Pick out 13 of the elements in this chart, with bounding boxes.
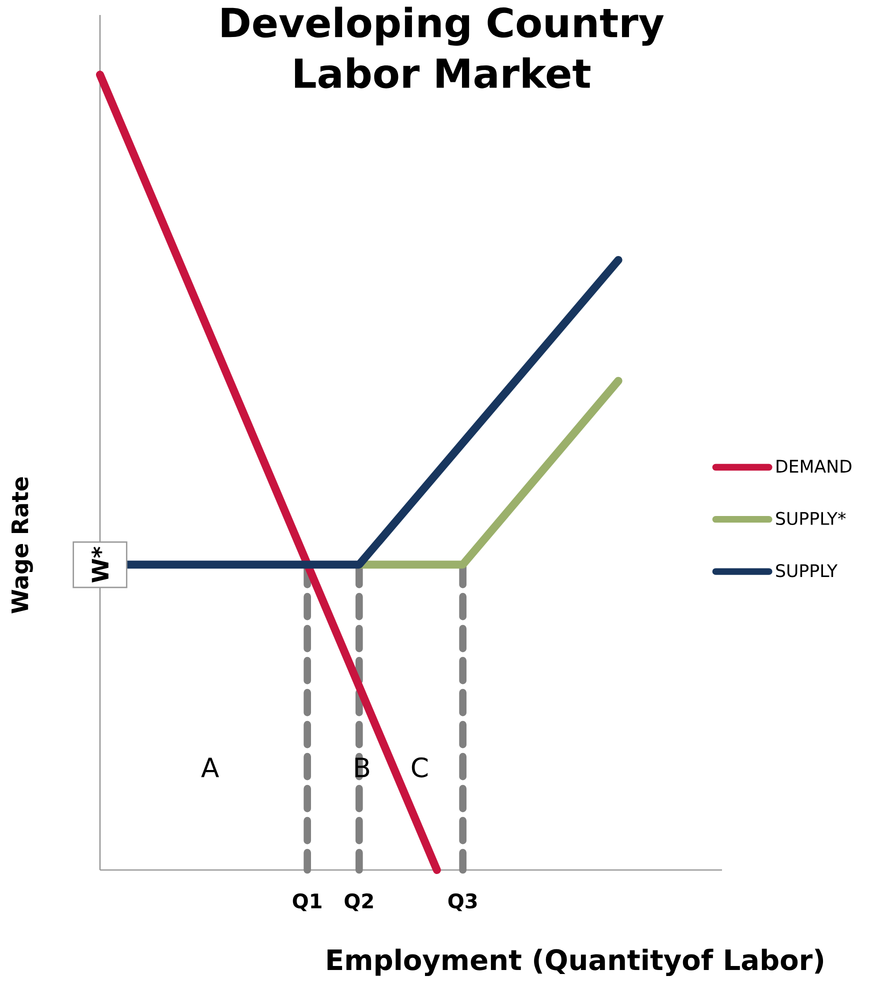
x-axis-title: Employment (Quantityof Labor) [328,948,824,976]
legend-label: DEMAND [776,460,852,473]
x-tick-label: Q3 [448,893,477,912]
annotation: B [355,758,370,778]
annotation: C [412,757,428,778]
legend-label: SUPPLY* [776,512,846,526]
chart-title: Developing Country Labor Market [222,6,664,88]
x-tick-label: Q2 [344,893,373,912]
x-tick-label: Q1 [292,893,322,912]
annotation: A [201,758,219,778]
legend-label: SUPPLY [776,564,838,578]
y-axis-title: Wage Rate [12,477,33,614]
annotation: W* [92,546,108,583]
